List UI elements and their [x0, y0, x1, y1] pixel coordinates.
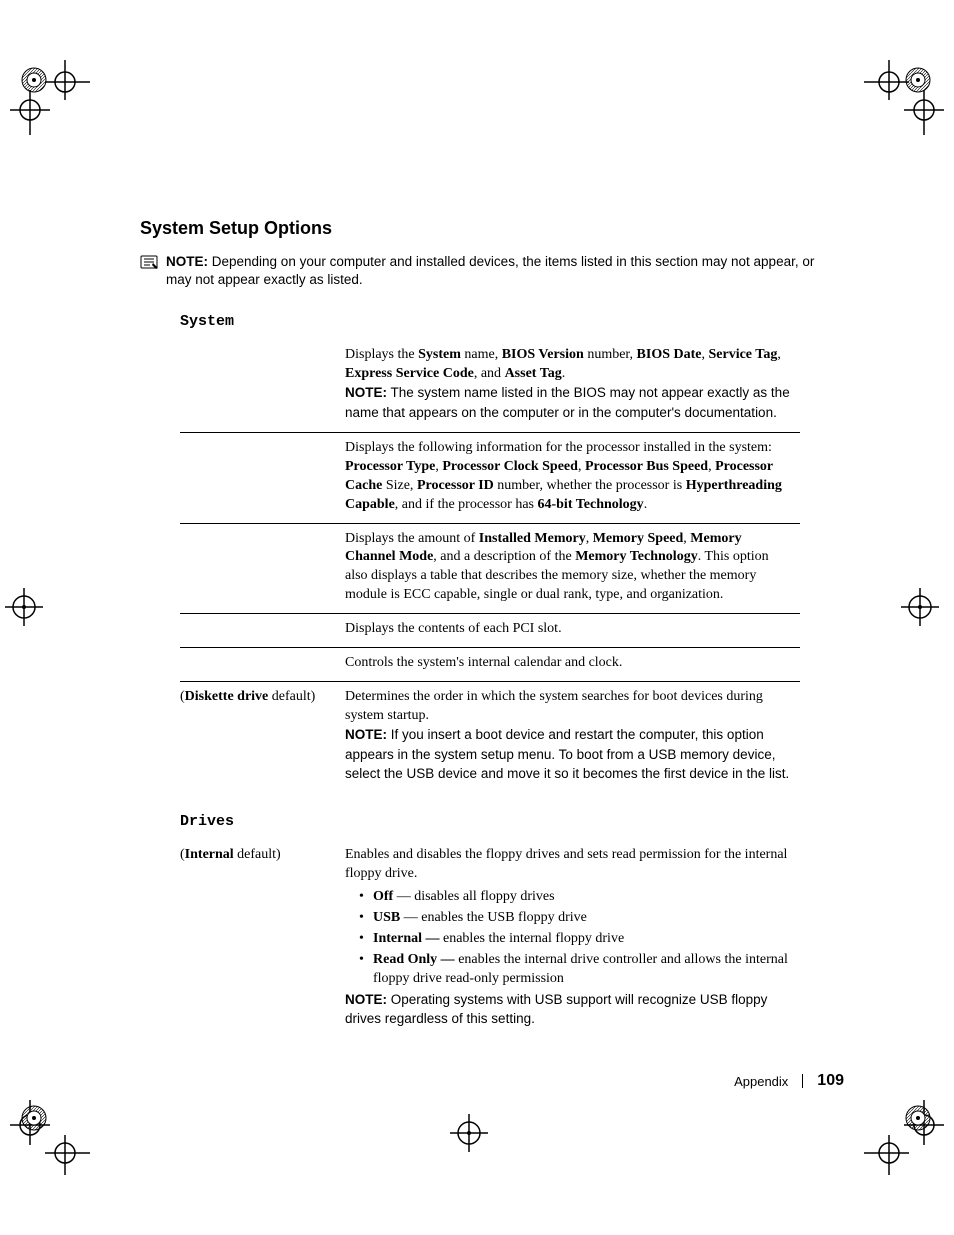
- option-left: (Internal default): [180, 840, 345, 1038]
- option-left: [180, 614, 345, 648]
- option-left: [180, 433, 345, 524]
- options-table: (Internal default)Enables and disables t…: [180, 840, 800, 1038]
- crop-mark: [864, 1095, 944, 1175]
- options-table: Displays the System name, BIOS Version n…: [180, 340, 800, 793]
- option-left: [180, 648, 345, 682]
- registration-target: [21, 67, 47, 98]
- option-groups: System Displays the System name, BIOS Ver…: [140, 313, 840, 1038]
- table-row: Displays the amount of Installed Memory,…: [180, 523, 800, 614]
- footer-divider: [802, 1074, 803, 1088]
- page-number: 109: [817, 1072, 844, 1090]
- registration-target: [21, 1105, 47, 1136]
- section-title: System Setup Options: [140, 218, 840, 239]
- registration-target: [905, 1105, 931, 1136]
- note-label: NOTE:: [166, 254, 212, 269]
- table-row: Displays the contents of each PCI slot.: [180, 614, 800, 648]
- note-body: Depending on your computer and installed…: [166, 254, 814, 287]
- group-header: Drives: [180, 813, 840, 830]
- registration-target: [905, 67, 931, 98]
- option-left: [180, 523, 345, 614]
- option-right: Displays the contents of each PCI slot.: [345, 614, 800, 648]
- option-right: Displays the amount of Installed Memory,…: [345, 523, 800, 614]
- option-left: (Diskette drive default): [180, 681, 345, 793]
- crop-mark: [864, 60, 944, 140]
- top-note-text: NOTE: Depending on your computer and ins…: [166, 253, 840, 289]
- center-registration-target: [5, 588, 43, 631]
- option-right: Controls the system's internal calendar …: [345, 648, 800, 682]
- option-right: Displays the System name, BIOS Version n…: [345, 340, 800, 432]
- option-right: Determines the order in which the system…: [345, 681, 800, 793]
- top-note: NOTE: Depending on your computer and ins…: [140, 253, 840, 289]
- table-row: Controls the system's internal calendar …: [180, 648, 800, 682]
- option-left: [180, 340, 345, 432]
- page-content: System Setup Options NOTE: Depending on …: [140, 218, 840, 1038]
- group-header: System: [180, 313, 840, 330]
- option-right: Enables and disables the floppy drives a…: [345, 840, 800, 1038]
- option-right: Displays the following information for t…: [345, 433, 800, 524]
- footer-label: Appendix: [734, 1074, 788, 1089]
- center-registration-target: [901, 588, 939, 631]
- table-row: Displays the System name, BIOS Version n…: [180, 340, 800, 432]
- page-footer: Appendix 109: [734, 1072, 844, 1090]
- table-row: (Internal default)Enables and disables t…: [180, 840, 800, 1038]
- note-icon: [140, 254, 160, 275]
- center-registration-target: [450, 1114, 488, 1157]
- table-row: Displays the following information for t…: [180, 433, 800, 524]
- table-row: (Diskette drive default)Determines the o…: [180, 681, 800, 793]
